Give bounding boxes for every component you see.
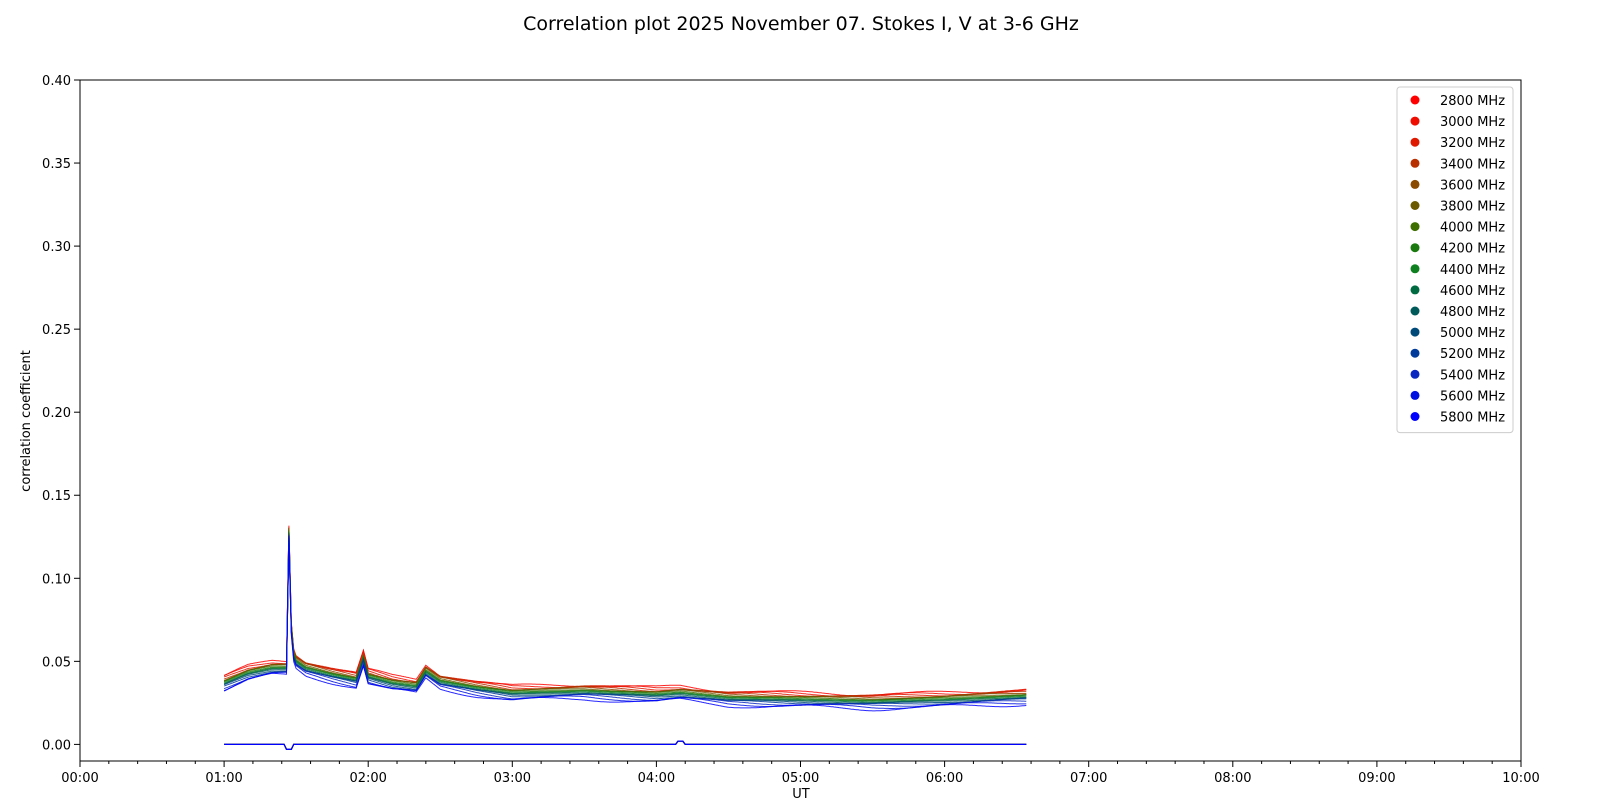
x-axis: 00:00 01:00 02:00 03:00 04:00 05:00 06:00 07:00… bbox=[61, 761, 1540, 786]
x-tick-label: 09:00 bbox=[1358, 771, 1395, 786]
legend-label: 5800 MHz bbox=[1440, 411, 1505, 426]
legend-marker bbox=[1410, 306, 1420, 316]
plot-area bbox=[223, 525, 1027, 751]
legend-label: 5000 MHz bbox=[1440, 326, 1505, 341]
y-tick-label: 0.05 bbox=[42, 655, 71, 670]
x-tick-label: 08:00 bbox=[1214, 771, 1251, 786]
x-tick-label: 10:00 bbox=[1502, 771, 1539, 786]
legend-marker bbox=[1410, 158, 1420, 168]
chart-title: Correlation plot 2025 November 07. Stoke… bbox=[523, 13, 1079, 35]
series-line-5200-mhz bbox=[223, 535, 1027, 705]
legend-marker bbox=[1410, 264, 1420, 274]
stokes-v-line bbox=[224, 740, 1027, 751]
legend-label: 5200 MHz bbox=[1440, 347, 1505, 362]
legend-marker bbox=[1410, 201, 1420, 210]
legend-marker bbox=[1410, 327, 1420, 337]
legend-marker bbox=[1410, 95, 1420, 105]
legend-marker bbox=[1410, 369, 1420, 379]
x-tick-label: 05:00 bbox=[782, 771, 819, 786]
series-line-5600-mhz bbox=[223, 535, 1027, 709]
legend-label: 3000 MHz bbox=[1440, 115, 1505, 130]
stokes-v-line bbox=[224, 740, 1027, 751]
x-tick-label: 03:00 bbox=[494, 771, 531, 786]
x-tick-label: 02:00 bbox=[349, 771, 386, 786]
legend-marker bbox=[1410, 137, 1420, 147]
legend-label: 2800 MHz bbox=[1440, 94, 1505, 109]
legend-label: 3600 MHz bbox=[1440, 178, 1505, 193]
legend-label: 5400 MHz bbox=[1440, 368, 1505, 383]
stokes-v-line bbox=[224, 740, 1027, 751]
x-tick-label: 07:00 bbox=[1070, 771, 1107, 786]
legend-marker bbox=[1410, 390, 1420, 400]
x-tick-label: 01:00 bbox=[205, 771, 242, 786]
legend-label: 3200 MHz bbox=[1440, 136, 1505, 151]
legend-label: 4000 MHz bbox=[1440, 221, 1505, 236]
legend-marker bbox=[1410, 243, 1420, 253]
legend-marker bbox=[1410, 412, 1420, 421]
y-tick-label: 0.10 bbox=[42, 572, 71, 587]
legend-marker bbox=[1410, 285, 1420, 295]
legend-label: 3800 MHz bbox=[1440, 200, 1505, 215]
legend-label: 4800 MHz bbox=[1440, 305, 1505, 320]
y-axis-label: correlation coefficient bbox=[19, 350, 34, 492]
series-line-5400-mhz bbox=[223, 535, 1027, 707]
x-tick-label: 06:00 bbox=[926, 771, 963, 786]
legend-box bbox=[1396, 86, 1514, 434]
series-line-3800-mhz bbox=[223, 528, 1027, 700]
y-tick-label: 0.35 bbox=[42, 157, 71, 172]
legend-label: 4400 MHz bbox=[1440, 263, 1505, 278]
legend-label: 5600 MHz bbox=[1440, 389, 1505, 404]
x-tick-label: 04:00 bbox=[638, 771, 675, 786]
y-tick-label: 0.00 bbox=[42, 738, 71, 753]
stokes-v-line bbox=[224, 740, 1027, 751]
legend-marker bbox=[1410, 348, 1420, 358]
legend-label: 3400 MHz bbox=[1440, 157, 1505, 172]
y-tick-label: 0.40 bbox=[42, 74, 71, 89]
y-tick-label: 0.20 bbox=[42, 406, 71, 421]
legend-label: 4200 MHz bbox=[1440, 242, 1505, 257]
x-axis-label: UT bbox=[792, 787, 810, 800]
y-tick-label: 0.30 bbox=[42, 240, 71, 255]
series-line-5800-mhz bbox=[223, 538, 1027, 712]
legend-marker bbox=[1410, 222, 1420, 232]
y-tick-label: 0.25 bbox=[42, 323, 71, 338]
legend-marker bbox=[1410, 116, 1420, 126]
y-tick-label: 0.15 bbox=[42, 489, 71, 504]
y-axis: 0.00 0.05 0.10 0.15 0.20 0.25 0.30 0.35 0.40 bbox=[42, 74, 80, 753]
series-line-3200-mhz bbox=[223, 527, 1027, 697]
legend-label: 4600 MHz bbox=[1440, 284, 1505, 299]
legend-marker bbox=[1410, 179, 1420, 189]
legend: 2800 MHz 3000 MHz 3200 MHz 3400 MHz 3600 MHz… bbox=[1396, 86, 1514, 434]
x-tick-label: 00:00 bbox=[61, 771, 98, 786]
